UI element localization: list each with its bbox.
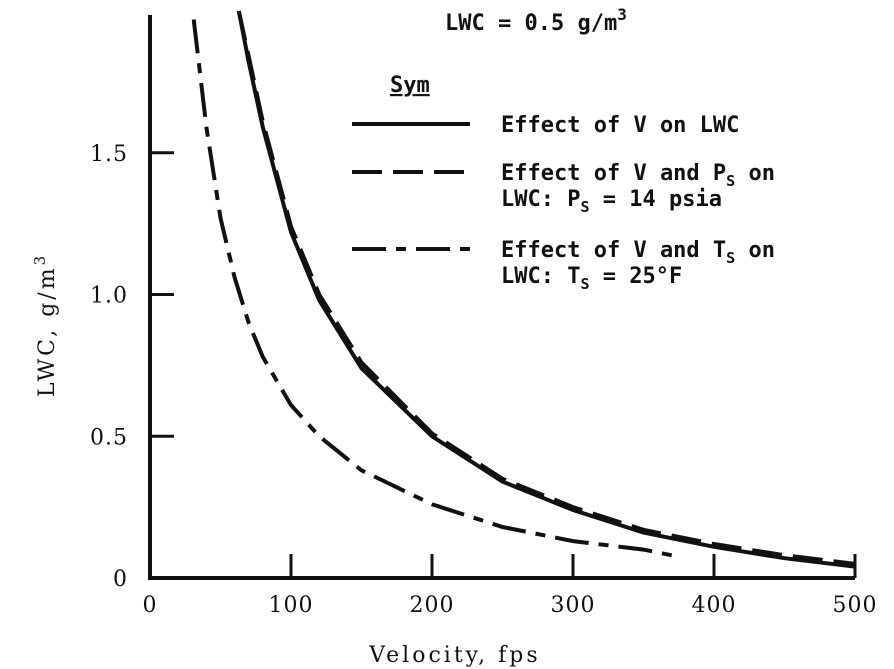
legend-text-run: LWC: P (501, 187, 580, 212)
x-tick-label: 0 (143, 593, 158, 618)
condition-label: LWC = 0.5 g/m3 (445, 5, 627, 36)
x-tick-label: 100 (269, 593, 314, 618)
legend-entry-line: Effect of V and TS​ on (501, 238, 775, 267)
legend-text-run: Effect of V on LWC (501, 113, 739, 138)
x-tick-label: 200 (410, 593, 455, 618)
series-line-dashdot (191, 19, 673, 558)
legend-subscript: S (580, 275, 589, 293)
y-tick-label: 1.5 (90, 142, 128, 167)
ticks-layer: 0 100 200 300 400 500 0 0.5 1.0 1.5 (90, 142, 878, 618)
y-axis-title-main: LWC, g/m (35, 265, 60, 397)
x-tick-label: 500 (833, 593, 878, 618)
legend-entry-line: Effect of V and PS​ on (501, 161, 775, 190)
y-tick-label: 0.5 (90, 425, 128, 450)
series-layer (191, 10, 856, 569)
y-tick-label: 1.0 (90, 284, 128, 309)
legend-text-run: LWC: T (501, 264, 580, 289)
series-line-solid (236, 10, 856, 569)
condition-sup: 3 (617, 5, 627, 24)
legend-text-run: = 25°F (590, 264, 683, 289)
legend-entry-line: LWC: TS​ = 25°F (501, 264, 682, 293)
y-axis-title-sup: 3 (31, 253, 49, 266)
legend-text-run: Effect of V and T (501, 238, 726, 263)
x-axis-title: Velocity, fps (368, 643, 540, 668)
axes (148, 15, 855, 580)
legend-entry-line: LWC: PS​ = 14 psia (501, 187, 722, 216)
legend-subscript: S (580, 198, 589, 216)
y-axis-title: LWC, g/m3 (31, 253, 60, 397)
legend-text-run: on (735, 238, 775, 263)
legend-heading: Sym (390, 73, 430, 98)
legend-entry-line: Effect of V on LWC (501, 113, 739, 138)
condition-text: LWC = 0.5 g/m (445, 11, 617, 36)
series-line-dashed (236, 10, 856, 566)
x-tick-label: 300 (551, 593, 596, 618)
legend: Sym Effect of V on LWC Effect of V and PS​… (352, 73, 775, 293)
legend-text-run: on (735, 161, 775, 186)
legend-subscript: S (726, 249, 735, 267)
y-tick-label: 0 (113, 567, 128, 592)
legend-text-run: = 14 psia (590, 187, 722, 212)
legend-subscript: S (726, 172, 735, 190)
legend-text-run: Effect of V and P (501, 161, 726, 186)
x-tick-label: 400 (692, 593, 737, 618)
